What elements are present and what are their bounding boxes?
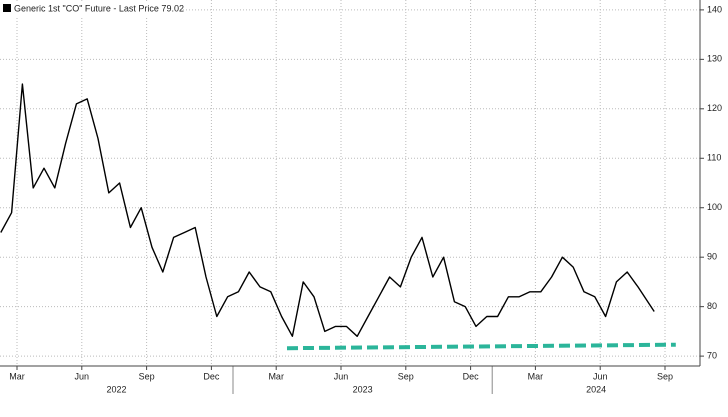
year-label: 2023 (353, 384, 373, 394)
legend-swatch (3, 4, 11, 12)
year-label: 2024 (586, 384, 606, 394)
x-tick-label: Mar (528, 371, 544, 381)
y-tick-label: 100 (707, 202, 722, 212)
price-line (0, 83, 655, 337)
x-tick-label: Sep (139, 371, 155, 381)
dashed-line (286, 342, 676, 351)
year-label: 2022 (106, 384, 126, 394)
x-tick-label: Mar (9, 371, 25, 381)
x-tick-label: Sep (398, 371, 414, 381)
x-tick-label: Jun (334, 371, 349, 381)
y-tick-label: 110 (707, 153, 721, 163)
legend-label: Generic 1st "CO" Future - Last Price 79.… (14, 3, 184, 13)
y-tick-label: 140 (707, 4, 722, 14)
y-tick-label: 130 (707, 54, 722, 64)
y-tick-label: 90 (707, 252, 717, 262)
x-tick-label: Dec (463, 371, 480, 381)
y-tick-label: 120 (707, 103, 722, 113)
legend-box (0, 1, 182, 17)
x-tick-label: Jun (593, 371, 608, 381)
y-tick-label: 70 (707, 350, 717, 360)
y-tick-label: 80 (707, 301, 717, 311)
x-tick-label: Sep (657, 371, 673, 381)
x-tick-label: Dec (203, 371, 220, 381)
x-tick-label: Mar (268, 371, 284, 381)
x-tick-label: Jun (75, 371, 90, 381)
